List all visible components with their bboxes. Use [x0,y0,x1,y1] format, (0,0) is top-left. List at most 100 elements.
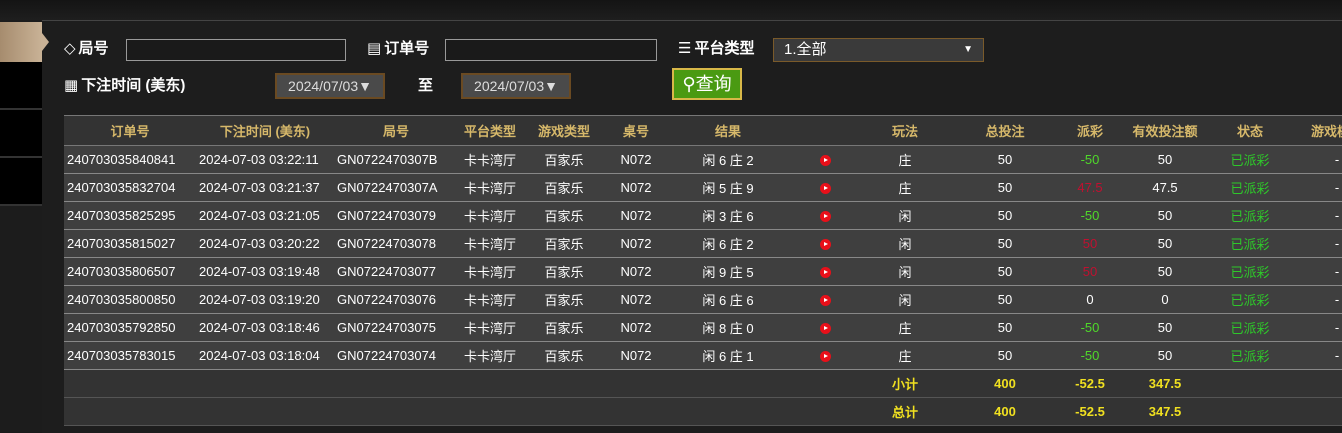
sidebar-item[interactable] [0,158,42,206]
cell: 50 [950,201,1060,230]
cell: 2024-07-03 03:22:11 [196,145,334,174]
clipboard-icon: ▤ [367,39,382,57]
column-header: 有效投注额 [1120,115,1210,146]
play-icon[interactable] [819,239,831,251]
cell: 闲 6 庄 1 [666,341,790,370]
cell: 卡卡湾厅 [458,313,522,342]
play-icon[interactable] [819,155,831,167]
table-row: 240703035792850 2024-07-03 03:18:46 GN0722… [64,313,1342,342]
play-icon[interactable] [819,183,831,195]
order-label: ▤ 订单号 [367,37,429,58]
play-icon[interactable] [819,211,831,223]
cell [334,369,458,398]
bet-table: 订单号 下注时间 (美东) 局号 平台类型 游戏类型 桌号 结果 玩法 总投注 派彩 有效投注额 状态… [64,115,1342,426]
total-total_bet: 400 [950,397,1060,426]
time-label-text: 下注时间 (美东) [81,77,186,94]
play-video-icon[interactable] [790,341,860,370]
cell [458,369,522,398]
column-header: 游戏类型 [522,115,606,146]
total-valid_bet: 347.5 [1120,397,1210,426]
play-icon[interactable] [819,351,831,363]
search-icon: ⚲ [682,74,696,94]
column-header: 游戏模式 [1290,115,1342,146]
cell: 2024-07-03 03:21:37 [196,173,334,202]
date-to[interactable]: 2024/07/03▼ [461,73,571,99]
cell: 庄 [860,145,950,174]
cell [1210,397,1290,426]
play-video-icon[interactable] [790,173,860,202]
play-icon[interactable] [819,323,831,335]
cell: 百家乐 [522,285,606,314]
cell: 闲 [860,229,950,258]
cell: GN0722470307A [334,173,458,202]
cell: -50 [1060,201,1120,230]
cell: GN07224703074 [334,341,458,370]
caret-down-icon: ▼ [963,44,973,55]
cell: -50 [1060,341,1120,370]
cell: - [1290,201,1342,230]
cell: GN07224703075 [334,313,458,342]
column-header: 总投注 [950,115,1060,146]
cell: 已派彩 [1210,313,1290,342]
cell: 卡卡湾厅 [458,173,522,202]
query-button[interactable]: ⚲查询 [672,68,742,100]
cell: 百家乐 [522,173,606,202]
cell: - [1290,285,1342,314]
to-label: 至 [418,77,434,94]
date-from[interactable]: 2024/07/03▼ [275,73,385,99]
sidebar-item[interactable] [0,62,42,110]
play-video-icon[interactable] [790,145,860,174]
sidebar-tab-active[interactable] [0,22,42,62]
cell: 50 [1120,313,1210,342]
platform-select[interactable]: 1.全部 ▼ [773,38,984,62]
play-icon[interactable] [819,267,831,279]
cell: 50 [950,229,1060,258]
cell: 已派彩 [1210,201,1290,230]
cell: 50 [950,285,1060,314]
cell: N072 [606,341,666,370]
total-payout: -52.5 [1060,397,1120,426]
cell: 2024-07-03 03:20:22 [196,229,334,258]
play-icon[interactable] [819,295,831,307]
cell [64,369,196,398]
play-video-icon[interactable] [790,229,860,258]
cell: 已派彩 [1210,173,1290,202]
play-video-icon[interactable] [790,313,860,342]
cell: 卡卡湾厅 [458,257,522,286]
cell [606,397,666,426]
sidebar-item[interactable] [0,110,42,158]
cell: 50 [1120,257,1210,286]
table-row: 240703035783015 2024-07-03 03:18:04 GN0722… [64,341,1342,370]
cell: 闲 [860,257,950,286]
cell: 240703035832704 [64,173,196,202]
cell: 庄 [860,341,950,370]
round-input[interactable] [126,39,346,61]
platform-label: ☰ 平台类型 [678,37,754,58]
cell [64,397,196,426]
cell: 已派彩 [1210,229,1290,258]
cell: - [1290,145,1342,174]
cell: 已派彩 [1210,145,1290,174]
column-header: 结果 [666,115,790,146]
column-header: 平台类型 [458,115,522,146]
cell: 240703035792850 [64,313,196,342]
table-header: 订单号 下注时间 (美东) 局号 平台类型 游戏类型 桌号 结果 玩法 总投注 派彩 有效投注额 状态… [64,115,1342,146]
cell [790,397,860,426]
round-label-text: 局号 [78,40,109,57]
cell: N072 [606,201,666,230]
order-input[interactable] [445,39,657,61]
cell: 2024-07-03 03:19:20 [196,285,334,314]
tag-icon: ◇ [64,39,76,57]
cell [1210,369,1290,398]
cell [522,369,606,398]
cell: 闲 9 庄 5 [666,257,790,286]
play-video-icon[interactable] [790,257,860,286]
cell: GN07224703078 [334,229,458,258]
sidebar [0,20,42,432]
play-video-icon[interactable] [790,285,860,314]
column-header: 下注时间 (美东) [196,115,334,146]
cell: N072 [606,173,666,202]
cell: N072 [606,229,666,258]
play-video-icon[interactable] [790,201,860,230]
cell: 庄 [860,173,950,202]
